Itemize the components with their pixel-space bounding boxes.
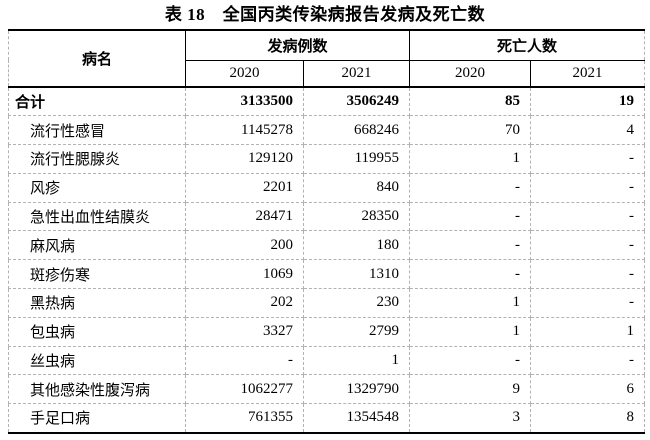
cases-2021-cell: 1354548 (302, 403, 411, 433)
deaths-2020-cell: - (409, 172, 532, 203)
deaths-2020-cell: 1 (409, 144, 532, 174)
cases-2021-cell: 1329790 (302, 374, 411, 405)
disease-name-cell: 流行性感冒 (8, 115, 186, 146)
disease-name-cell: 风疹 (8, 172, 186, 203)
deaths-2020-cell: 70 (409, 115, 532, 146)
disease-name-cell: 急性出血性结膜炎 (8, 201, 186, 232)
cases-2020-cell: 200 (185, 230, 304, 261)
cases-2020-cell: 1145278 (185, 115, 304, 146)
cases-2020-cell: 202 (185, 288, 304, 318)
table-row: 斑疹伤寒 1069 1310- - (8, 259, 646, 290)
cases-2021-cell: 1310 (302, 259, 411, 290)
table-row: 流行性感冒 1145278 668246 70 4 (8, 115, 646, 146)
deaths-2020-cell: 1 (409, 316, 532, 347)
deaths-2021-cell: 4 (530, 115, 646, 146)
cases-2021-cell: 3506249 (302, 86, 411, 117)
header-year-row: 2020 2021 2020 2021 (9, 60, 646, 88)
deaths-2021-cell: - (530, 259, 646, 290)
deaths-2021-cell: - (530, 172, 646, 203)
header-deaths-2021: 2021 (530, 60, 646, 88)
cases-2020-cell: 761355 (185, 403, 304, 433)
table-title: 表 18 全国丙类传染病报告发病及死亡数 (164, 5, 486, 24)
deaths-2020-cell: 3 (409, 403, 532, 433)
header-disease-name: 病名 (8, 30, 186, 88)
table-row: 合计 3133500 3506249 85 19 (8, 86, 646, 117)
cases-2021-cell: 2799 (302, 316, 411, 347)
deaths-2020-cell: - (409, 345, 532, 376)
cases-2020-cell: 3327 (185, 316, 304, 347)
infectious-disease-table: 病名 发病例数 死亡人数 2020 2021 2020 2021 合计 31335… (8, 29, 646, 434)
table-body: 合计 3133500 3506249 85 19 流行性感冒 1145278 668246 70… (8, 86, 646, 433)
cases-2020-cell: 3133500 (185, 86, 304, 117)
header-cases-2021: 2021 (302, 60, 411, 88)
cases-2020-cell: 28471 (185, 201, 304, 232)
cases-2021-cell: 668246 (302, 115, 411, 146)
header-cases-group: 发病例数 (184, 30, 411, 61)
cases-2021-cell: 28350 (302, 201, 411, 232)
header-group-row: 病名 发病例数 死亡人数 (8, 30, 646, 88)
cases-2021-cell: 1 (302, 345, 411, 376)
table-row: 黑热病 202 230 1- (8, 288, 646, 318)
cases-2020-cell: 2201 (185, 172, 304, 203)
cases-2020-cell: 1069 (185, 259, 304, 290)
deaths-2021-cell: - (530, 345, 646, 376)
table-row: 麻风病 200 180- - (8, 230, 646, 261)
table-row: 其他感染性腹泻病 1062277 1329790 9 6 (8, 374, 646, 405)
header-cases-2020: 2020 (185, 60, 304, 88)
cases-2021-cell: 840 (302, 172, 411, 203)
header-deaths-group: 死亡人数 (409, 30, 646, 61)
deaths-2021-cell: - (530, 201, 646, 232)
disease-name-cell: 斑疹伤寒 (8, 259, 186, 290)
cases-2021-cell: 180 (302, 230, 411, 261)
cases-2020-cell: 129120 (185, 144, 304, 174)
deaths-2021-cell: - (530, 144, 646, 174)
table-row: 手足口病 761355 1354548 3 8 (8, 403, 646, 433)
deaths-2020-cell: 9 (409, 374, 532, 405)
cases-2020-cell: - (185, 345, 304, 376)
header-deaths-2020: 2020 (409, 60, 532, 88)
disease-name-cell: 包虫病 (8, 316, 186, 347)
deaths-2020-cell: 1 (409, 288, 532, 318)
cases-2021-cell: 119955 (302, 144, 411, 174)
disease-name-cell: 丝虫病 (8, 345, 186, 376)
deaths-2020-cell: 85 (409, 86, 532, 117)
table-row: 包虫病 3327 2799 1 1 (8, 316, 646, 347)
table-header: 病名 发病例数 死亡人数 2020 2021 2020 2021 (8, 30, 646, 88)
table-row: 风疹 2201 840- - (8, 172, 646, 203)
deaths-2021-cell: 6 (530, 374, 646, 405)
deaths-2021-cell: 19 (530, 86, 646, 117)
table-row: 丝虫病 -1- - (8, 345, 646, 376)
disease-name-cell: 黑热病 (8, 288, 186, 318)
table-row: 急性出血性结膜炎 28471 28350- - (8, 201, 646, 232)
deaths-2021-cell: - (530, 288, 646, 318)
disease-name-cell: 其他感染性腹泻病 (8, 374, 186, 405)
disease-name-cell: 手足口病 (8, 403, 186, 433)
disease-name-cell: 流行性腮腺炎 (8, 144, 186, 174)
deaths-2021-cell: - (530, 230, 646, 261)
deaths-2020-cell: - (409, 259, 532, 290)
deaths-2020-cell: - (409, 201, 532, 232)
deaths-2021-cell: 8 (530, 403, 646, 433)
table-row: 流行性腮腺炎 129120 119955 1- (8, 144, 646, 174)
cases-2021-cell: 230 (302, 288, 411, 318)
disease-name-cell: 麻风病 (8, 230, 186, 261)
deaths-2021-cell: 1 (530, 316, 646, 347)
cases-2020-cell: 1062277 (185, 374, 304, 405)
deaths-2020-cell: - (409, 230, 532, 261)
disease-name-cell: 合计 (8, 86, 186, 117)
